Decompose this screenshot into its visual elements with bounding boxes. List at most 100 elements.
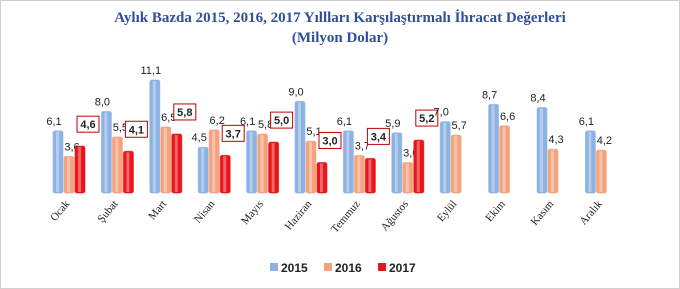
bar [122,150,134,194]
bar-shine [454,135,458,192]
value-label: 6,5 [161,112,176,124]
value-label: 4,1 [129,124,144,136]
chart-title: Aylık Bazda 2015, 2016, 2017 Yıllları Ka… [114,9,566,26]
bar-shine [201,148,205,192]
bar [219,154,231,194]
bar [364,157,376,194]
bar-shine [551,150,554,192]
bar [100,111,112,194]
value-label: 5,8 [258,119,273,131]
bar [402,161,414,194]
value-label: 6,1 [337,116,352,128]
value-label-box [173,103,197,121]
bar-shine [152,81,156,192]
value-label: 3,7 [355,140,370,152]
value-label: 3,0 [322,135,337,147]
bar [74,145,86,194]
bar [208,129,220,194]
bar-shine [491,105,495,192]
value-label: 5,0 [274,115,289,127]
bar-shine [588,131,592,192]
bar [171,133,183,194]
bar-shine [405,163,409,192]
value-label: 6,6 [500,111,515,123]
bar [160,126,172,194]
bar [316,161,328,194]
bar-shine [443,122,447,192]
value-label-box [270,111,294,129]
bar [197,146,209,194]
value-label-box [415,109,439,127]
legend-label: 2017 [389,261,416,275]
bar-shine [223,156,227,192]
bar [499,125,511,194]
value-label: 3,4 [371,131,387,143]
legend-label: 2015 [281,261,308,275]
bar-shine [163,127,167,192]
bar-shine [298,102,301,192]
value-label: 6,1 [46,116,61,128]
value-label-box [76,115,100,133]
value-label: 9,0 [288,86,303,98]
bar-shine [357,156,361,192]
bar [450,134,462,194]
value-label: 4,5 [192,132,207,144]
bar [268,141,280,194]
bar [342,130,354,194]
bar-shine [78,147,81,192]
value-label: 5,7 [452,120,467,132]
bar-shine [56,131,59,192]
value-label-box [124,120,148,138]
bar-shine [212,130,216,192]
bar [111,136,123,194]
bar [439,121,451,194]
value-label: 8,4 [530,92,545,104]
bar-shine [115,138,119,192]
bar-shine [67,157,70,192]
bar-shine [260,134,264,192]
bar-shine [540,108,543,192]
bar-shine [309,142,312,192]
bar [595,149,607,194]
value-label-box [221,124,245,142]
bar [52,130,64,194]
bar-shine [416,141,420,192]
value-label: 5,9 [385,118,400,130]
value-label: 4,2 [597,135,612,147]
value-label: 3,7 [226,128,241,140]
bar-shine [346,131,350,192]
bar [536,106,548,194]
bar-shine [126,152,130,192]
bar [391,132,403,194]
bar-shine [320,163,323,192]
bar [63,155,75,194]
bar [488,103,500,194]
value-label-box [366,127,390,145]
value-label: 5,5 [113,122,128,134]
legend-swatch [270,263,278,271]
legend-label: 2016 [335,261,362,275]
value-label: 11,1 [141,65,162,77]
bar [257,133,269,194]
bar [246,130,258,194]
value-label: 8,0 [95,97,110,109]
bar-shine [599,151,603,192]
bar [413,139,425,194]
bar [149,79,161,194]
legend-swatch [324,263,332,271]
bar [294,100,306,194]
value-label: 5,1 [306,126,321,138]
bar [353,154,365,194]
value-label: 5,2 [419,113,434,125]
value-label: 7,0 [434,107,449,119]
value-label: 4,6 [80,119,95,131]
value-label: 4,3 [548,134,563,146]
bar-shine [271,143,275,192]
bar-shine [394,133,398,192]
value-label: 8,7 [482,89,497,101]
bar-shine [104,112,108,192]
value-label: 6,1 [240,116,255,128]
chart-subtitle: (Milyon Dolar) [292,30,388,46]
value-label: 6,2 [210,115,225,127]
